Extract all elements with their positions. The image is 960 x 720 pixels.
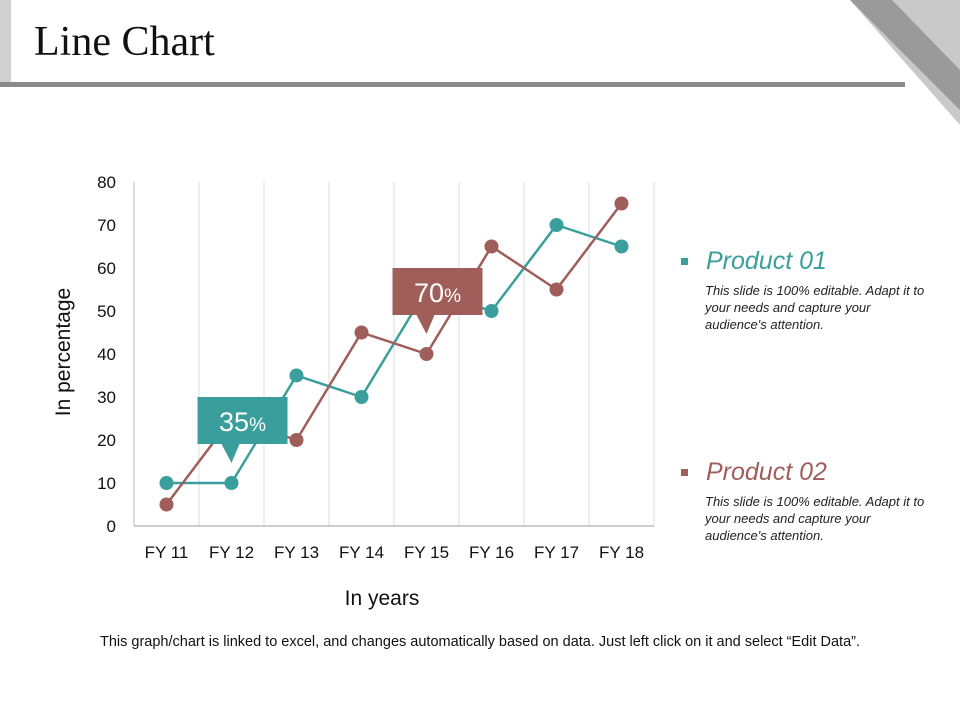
data-point-product-01 (289, 368, 304, 383)
data-point-product-02 (419, 347, 434, 361)
data-point-product-02 (484, 239, 499, 254)
data-point-product-01 (354, 390, 369, 404)
data-point-product-02 (289, 433, 304, 447)
callout-box (197, 397, 288, 463)
data-point-product-01 (549, 218, 564, 232)
data-point-product-02 (354, 325, 369, 340)
data-point-product-02 (614, 196, 629, 211)
title-underline (0, 82, 905, 87)
callout-label: 35% (219, 407, 266, 437)
data-point-product-01 (159, 476, 174, 490)
callout-label: 70% (414, 278, 461, 308)
data-point-product-01 (484, 304, 499, 318)
y-tick-label: 80 (97, 173, 116, 192)
y-tick-label: 30 (97, 388, 116, 407)
y-tick-label: 0 (107, 517, 116, 536)
x-tick-label: FY 15 (404, 543, 449, 562)
legend-bullet-icon (681, 469, 688, 476)
title-accent-bar (0, 0, 11, 84)
legend-description: This slide is 100% editable. Adapt it to… (705, 283, 925, 332)
legend-bullet-icon (681, 258, 688, 265)
x-tick-label: FY 11 (145, 543, 189, 562)
y-axis-title: In percentage (52, 288, 75, 416)
x-axis-title: In years (345, 587, 420, 610)
callout-box (392, 268, 483, 334)
y-tick-label: 20 (97, 431, 116, 450)
x-tick-label: FY 18 (599, 543, 644, 562)
legend-title: Product 02 (706, 458, 827, 486)
x-tick-label: FY 12 (209, 543, 254, 562)
data-point-product-01 (614, 239, 629, 254)
y-tick-label: 70 (97, 216, 116, 235)
x-tick-label: FY 13 (274, 543, 319, 562)
data-point-product-02 (159, 497, 174, 512)
legend-product-02: Product 02 This slide is 100% editable. … (681, 458, 931, 544)
y-tick-label: 10 (97, 474, 116, 493)
x-tick-label: FY 17 (534, 543, 579, 562)
corner-decoration (850, 0, 960, 125)
legend-description: This slide is 100% editable. Adapt it to… (705, 494, 925, 543)
y-tick-label: 50 (97, 302, 116, 321)
x-tick-label: FY 14 (339, 543, 384, 562)
legend-product-01: Product 01 This slide is 100% editable. … (681, 247, 931, 333)
x-tick-label: FY 16 (469, 543, 514, 562)
footnote: This graph/chart is linked to excel, and… (99, 634, 861, 650)
y-tick-label: 60 (97, 259, 116, 278)
data-point-product-02 (549, 282, 564, 297)
y-tick-label: 40 (97, 345, 116, 364)
page-title: Line Chart (34, 19, 215, 65)
data-point-product-01 (224, 476, 239, 490)
legend-title: Product 01 (706, 247, 827, 275)
